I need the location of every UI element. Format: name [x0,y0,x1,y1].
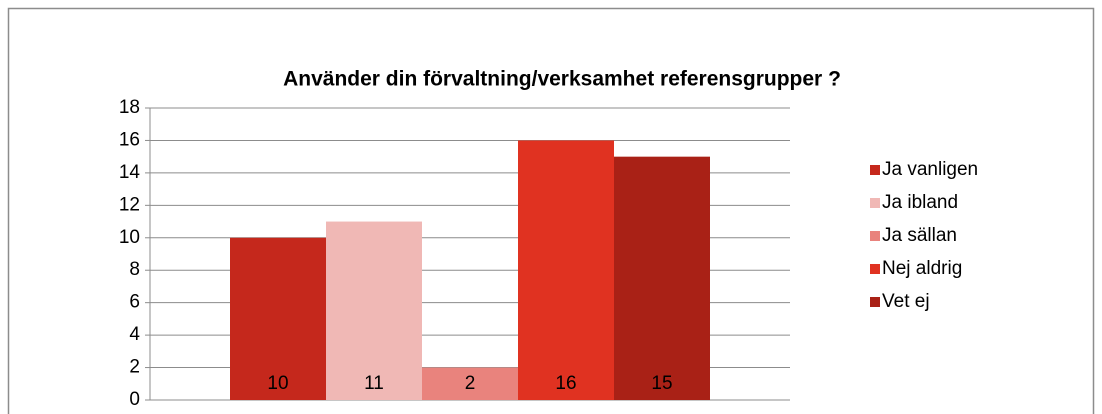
bar [518,140,614,400]
y-tick-label: 8 [129,259,140,280]
y-tick-label: 16 [119,129,140,150]
legend-swatch [870,165,880,175]
data-label: 2 [465,373,476,394]
data-label: 11 [364,373,384,394]
y-tick-label: 6 [129,292,140,313]
legend-swatch [870,231,880,241]
y-tick-label: 0 [129,389,140,410]
legend-swatch [870,297,880,307]
y-tick-label: 4 [129,324,140,345]
bar [422,367,518,400]
legend-swatch [870,264,880,274]
data-label: 16 [555,373,576,394]
chart-title: Använder din förvaltning/verksamhet refe… [283,68,841,91]
data-label: 10 [267,373,288,394]
legend-swatch [870,198,880,208]
bar [614,156,710,400]
y-tick-label: 10 [119,227,140,248]
bar [230,237,326,400]
legend-label: Vet ej [882,291,930,312]
y-tick-label: 12 [119,194,140,215]
y-tick-label: 18 [119,97,140,118]
legend-label: Ja vanligen [882,159,978,180]
bar [326,221,422,400]
legend-label: Nej aldrig [882,258,962,279]
y-tick-label: 14 [119,162,141,183]
legend-label: Ja ibland [882,192,958,213]
chart-frame [7,7,1095,414]
legend-label: Ja sällan [882,225,957,246]
y-tick-label: 2 [129,357,140,378]
data-label: 15 [651,373,672,394]
